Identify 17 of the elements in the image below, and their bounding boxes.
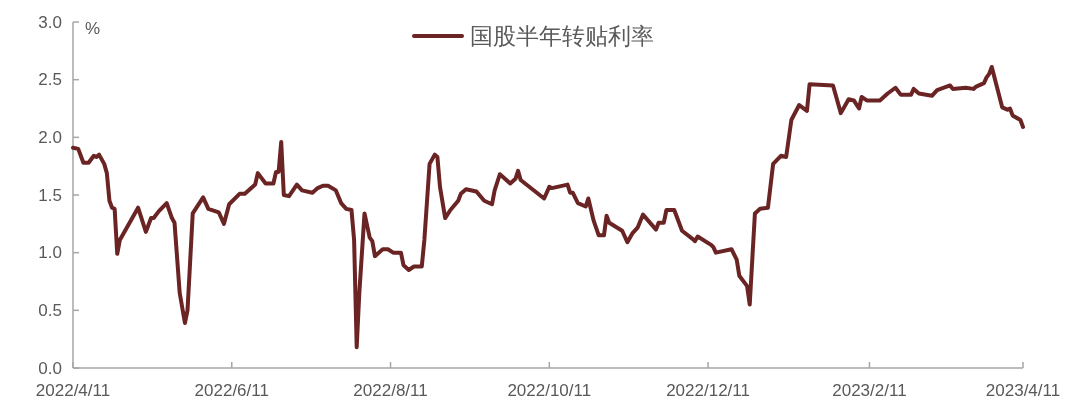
xtick: 2022/8/11 <box>353 381 428 400</box>
ytick: 0.5 <box>38 300 62 320</box>
ytick: 3.0 <box>38 12 62 32</box>
ytick: 0.0 <box>38 358 62 378</box>
xtick: 2022/6/11 <box>194 381 269 400</box>
legend-label: 国股半年转贴利率 <box>470 23 654 49</box>
ytick: 2.5 <box>38 70 62 90</box>
ylabel: % <box>85 18 101 38</box>
ytick: 1.0 <box>38 243 62 263</box>
ytick: 2.0 <box>38 127 62 147</box>
xtick: 2022/10/11 <box>507 381 592 400</box>
legend: 国股半年转贴利率 <box>412 23 654 49</box>
xtick: 2023/2/11 <box>832 381 907 400</box>
ytick: 1.5 <box>38 185 62 205</box>
xtick: 2022/12/11 <box>666 381 750 400</box>
xtick: 2023/4/11 <box>985 381 1061 400</box>
xtick: 2022/4/11 <box>35 381 111 400</box>
